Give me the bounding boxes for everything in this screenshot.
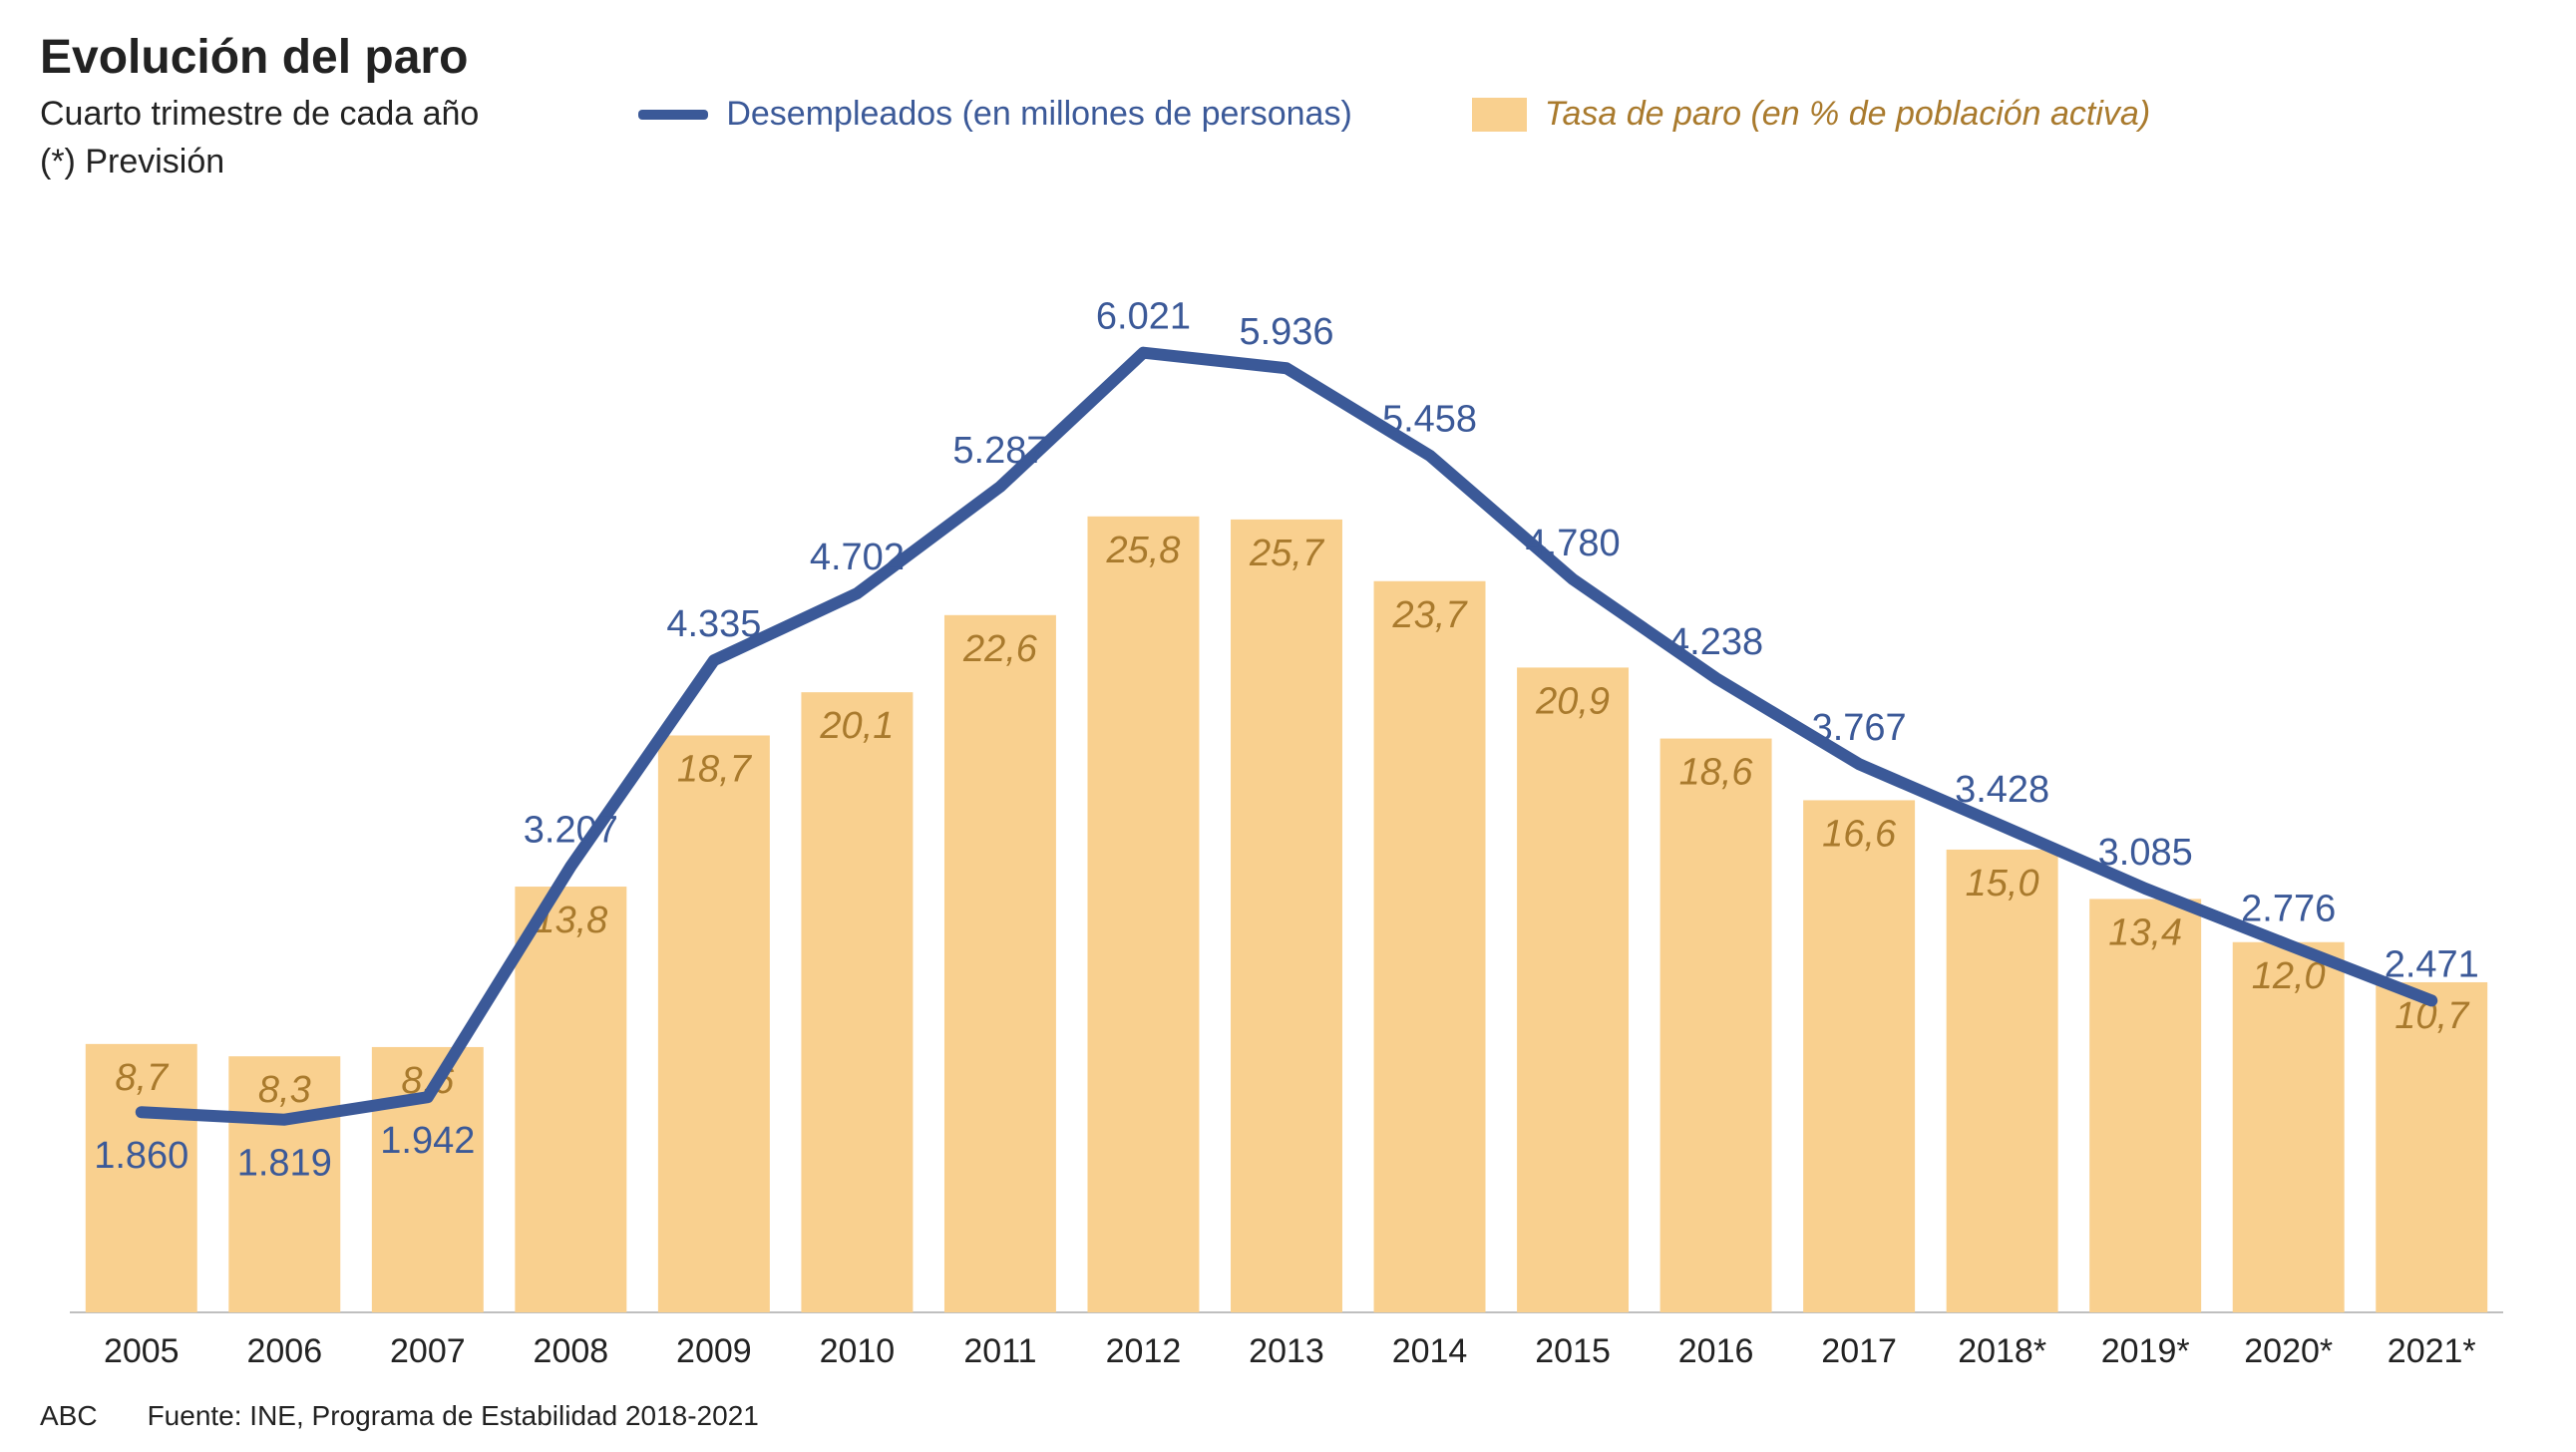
chart-svg: 8,720058,320068,6200713,8200818,7200920,…: [40, 205, 2533, 1382]
bar-value-label: 20,1: [819, 705, 894, 747]
bar: [2089, 900, 2201, 1313]
x-axis-label: 2012: [1106, 1332, 1182, 1370]
chart-subtitle: Cuarto trimestre de cada año (*) Previsi…: [40, 91, 479, 185]
x-axis-label: 2009: [676, 1332, 752, 1370]
bar-value-label: 22,6: [962, 628, 1038, 670]
bar-value-label: 15,0: [1966, 863, 2039, 905]
subtitle-line2: (*) Previsión: [40, 139, 479, 186]
bar: [1087, 517, 1199, 1312]
footer-source: Fuente: INE, Programa de Estabilidad 201…: [148, 1400, 759, 1432]
line-value-label: 4.238: [1668, 621, 1763, 663]
line-value-label: 2.471: [2385, 944, 2479, 986]
line-value-label: 3.207: [524, 810, 618, 852]
x-axis-label: 2018*: [1958, 1332, 2046, 1370]
x-axis-label: 2019*: [2101, 1332, 2190, 1370]
x-axis-label: 2011: [963, 1332, 1036, 1370]
line-value-label: 5.287: [952, 430, 1047, 472]
bar: [1517, 668, 1629, 1313]
chart-title: Evolución del paro: [40, 30, 2536, 85]
line-value-label: 4.702: [810, 537, 905, 578]
bar-value-label: 16,6: [1822, 814, 1897, 856]
bar: [1231, 520, 1342, 1312]
line-value-label: 1.860: [94, 1135, 188, 1177]
bar-value-label: 8,3: [258, 1069, 311, 1111]
x-axis-label: 2010: [820, 1332, 896, 1370]
line-value-label: 5.458: [1382, 399, 1477, 441]
bar-value-label: 23,7: [1392, 594, 1469, 636]
bar: [2233, 942, 2345, 1312]
x-axis-label: 2014: [1392, 1332, 1468, 1370]
footer-brand: ABC: [40, 1400, 98, 1432]
legend-bar-swatch: [1472, 98, 1527, 132]
x-axis-label: 2017: [1821, 1332, 1897, 1370]
bar: [1660, 739, 1772, 1312]
line-value-label: 4.335: [666, 603, 761, 645]
bar: [1947, 850, 2058, 1312]
bar-value-label: 18,7: [677, 749, 753, 791]
x-axis-label: 2020*: [2244, 1332, 2333, 1370]
legend-line-item: Desempleados (en millones de personas): [638, 95, 1351, 134]
subtitle-line1: Cuarto trimestre de cada año: [40, 91, 479, 139]
line-value-label: 4.780: [1526, 523, 1621, 564]
line-value-label: 3.428: [1955, 769, 2049, 811]
bar: [1374, 581, 1486, 1312]
x-axis-label: 2007: [390, 1332, 466, 1370]
bar: [515, 887, 626, 1312]
x-axis-label: 2006: [246, 1332, 322, 1370]
bar-value-label: 18,6: [1679, 752, 1754, 794]
bar-value-label: 25,8: [1105, 530, 1180, 571]
legend-line-swatch: [638, 110, 708, 120]
bar: [944, 615, 1056, 1312]
x-axis-label: 2021*: [2388, 1332, 2476, 1370]
x-axis-label: 2013: [1249, 1332, 1324, 1370]
x-axis-label: 2016: [1678, 1332, 1754, 1370]
legend-line-label: Desempleados (en millones de personas): [726, 95, 1351, 134]
chart-area: 8,720058,320068,6200713,8200818,7200920,…: [40, 205, 2533, 1382]
line-value-label: 6.021: [1096, 296, 1191, 338]
line-value-label: 5.936: [1239, 311, 1333, 353]
bar-value-label: 25,7: [1249, 533, 1325, 574]
bar-value-label: 20,9: [1535, 681, 1610, 723]
bar: [801, 692, 913, 1312]
legend-bar-label: Tasa de paro (en % de población activa): [1545, 95, 2150, 134]
x-axis-label: 2008: [534, 1332, 609, 1370]
line-value-label: 2.776: [2241, 889, 2336, 930]
line-value-label: 3.767: [1812, 707, 1907, 749]
x-axis-label: 2015: [1535, 1332, 1611, 1370]
line-value-label: 1.942: [380, 1120, 475, 1162]
line-value-label: 3.085: [2098, 832, 2193, 874]
bar: [1803, 801, 1915, 1313]
legend-bar-item: Tasa de paro (en % de población activa): [1472, 95, 2150, 134]
line-value-label: 1.819: [237, 1143, 332, 1185]
bar-value-label: 13,4: [2108, 912, 2182, 954]
bar: [658, 736, 770, 1313]
x-axis-label: 2005: [104, 1332, 180, 1370]
footer: ABC Fuente: INE, Programa de Estabilidad…: [40, 1400, 2536, 1432]
legend: Desempleados (en millones de personas) T…: [638, 95, 2536, 134]
bar-value-label: 8,7: [115, 1057, 170, 1099]
